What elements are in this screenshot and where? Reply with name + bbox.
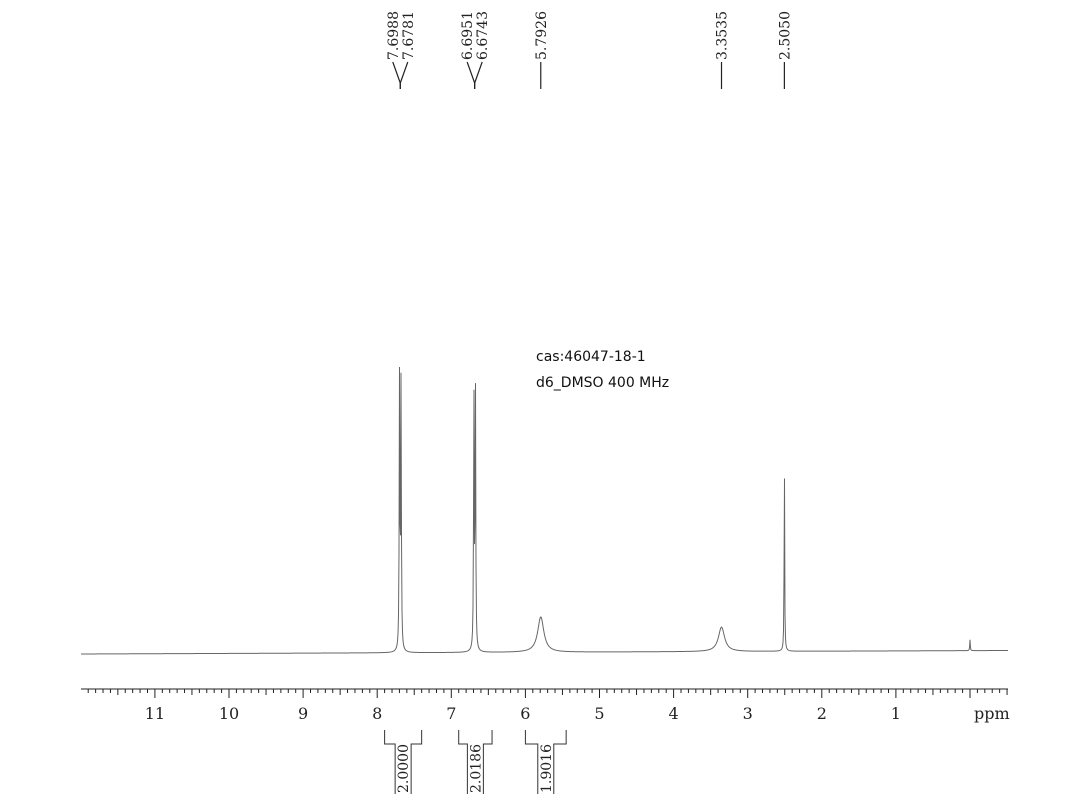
- tick-label: 6: [520, 704, 530, 723]
- peak-label-connector: [392, 61, 401, 89]
- peak-label-connector: [466, 61, 476, 89]
- integral-value: 2.0186: [468, 744, 484, 793]
- x-axis-label: ppm: [974, 704, 1010, 723]
- info-line-2: d6_DMSO 400 MHz: [536, 375, 669, 391]
- integral-bracket: [458, 730, 493, 794]
- tick-label: 9: [298, 704, 308, 723]
- peak-label: 6.6951: [460, 11, 476, 60]
- peak-label-connector: [474, 61, 483, 89]
- tick-label: 5: [594, 704, 604, 723]
- peak-label-connector: [399, 61, 409, 89]
- peak-label: 5.7926: [534, 11, 550, 60]
- peak-label: 2.5050: [777, 11, 793, 60]
- tick-label: 2: [817, 704, 827, 723]
- spectrum-trace: [80, 366, 1008, 655]
- tick-label: 3: [743, 704, 753, 723]
- integral-bracket: [524, 730, 567, 794]
- tick-label: 11: [145, 704, 165, 723]
- info-line-1: cas:46047-18-1: [536, 349, 646, 365]
- peak-labels: 7.6988 7.6781 6.6951 6.6743 5.7926 3.3535 2.50…: [386, 11, 793, 89]
- peak-label: 7.6988: [386, 11, 402, 60]
- integral-value: 1.9016: [539, 744, 555, 793]
- integrals: 2.0000 2.0186 1.9016: [384, 730, 567, 794]
- integral-value: 2.0000: [396, 744, 412, 793]
- tick-label: 4: [669, 704, 679, 723]
- tick-label: 7: [446, 704, 456, 723]
- peak-label: 7.6781: [401, 11, 417, 60]
- peak-label: 3.3535: [715, 11, 731, 60]
- peak-label: 6.6743: [475, 11, 491, 60]
- tick-label: 8: [372, 704, 382, 723]
- integral-bracket: [384, 730, 423, 794]
- ppm-axis: 11 10 9 8 7 6 5 4 3 2 1: [81, 688, 1008, 723]
- tick-label: 10: [219, 704, 239, 723]
- tick-label: 1: [891, 704, 901, 723]
